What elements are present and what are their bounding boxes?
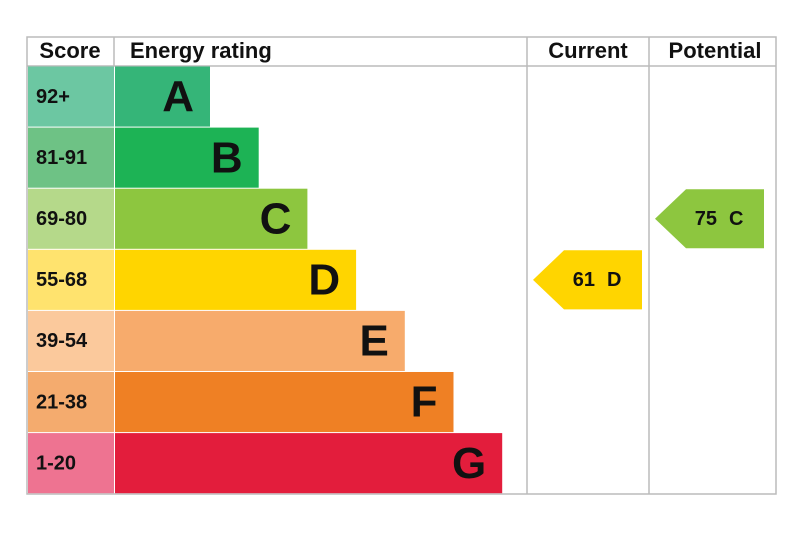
rating-bar [115,249,357,310]
rating-bar [115,372,454,433]
score-cell [28,372,114,433]
header-score: Score [39,38,100,63]
header-rating: Energy rating [130,38,272,63]
potential-arrow [655,189,764,249]
score-label: 69-80 [36,208,87,230]
score-cell [28,66,114,127]
score-label: 39-54 [36,330,88,352]
rating-letter: G [452,439,486,488]
potential-score: 75 [695,208,717,230]
current-letter: D [607,269,621,291]
rating-bar [115,433,503,494]
current-score: 61 [573,269,595,291]
rating-bar [115,127,259,188]
grid [26,36,777,495]
score-label: 92+ [36,86,70,108]
header-potential: Potential [669,38,762,63]
potential-letter: C [729,208,743,230]
score-cell [28,249,114,310]
rating-letter: A [162,72,194,121]
rating-letter: B [211,133,243,182]
rating-letter: F [411,378,438,427]
rating-bar [115,66,210,127]
score-cell [28,310,114,371]
rating-bar [115,188,308,249]
score-label: 1-20 [36,452,76,474]
current-arrow [533,250,642,310]
score-label: 81-91 [36,147,87,169]
header-current: Current [548,38,628,63]
score-label: 55-68 [36,269,87,291]
rating-letter: D [308,255,340,304]
score-cell [28,127,114,188]
rating-letter: E [359,317,388,366]
score-cell [28,433,114,494]
rating-letter: C [260,194,292,243]
score-cell [28,188,114,249]
score-label: 21-38 [36,391,87,413]
rating-bar [115,310,405,371]
